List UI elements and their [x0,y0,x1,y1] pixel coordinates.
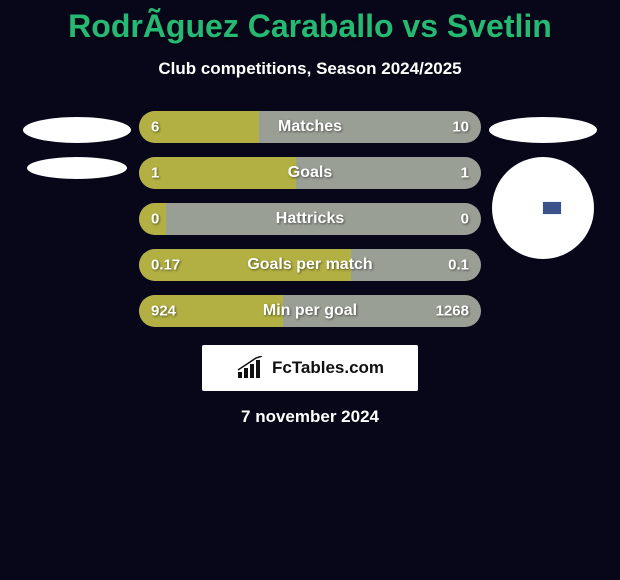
stat-label: Matches [278,118,342,136]
player-right-avatar [492,157,594,259]
stat-bars: 6 10 Matches 1 1 Goals 0 0 Hattricks 0.17 0.1 Goals… [137,111,483,327]
stat-bar: 0.17 0.1 Goals per match [139,249,481,281]
flag-icon [542,201,562,215]
source-logo-text: FcTables.com [272,358,384,378]
player-left-col [17,111,137,327]
player-right-col [483,111,603,327]
stat-value-right: 1 [461,165,469,182]
stat-label: Hattricks [276,210,344,228]
source-logo: FcTables.com [202,345,418,391]
stat-value-right: 10 [452,119,469,136]
stat-value-right: 1268 [436,303,469,320]
player-left-placeholder-2 [27,157,127,179]
comparison-infographic: RodrÃ­guez Caraballo vs Svetlin Club com… [0,0,620,580]
content-row: 6 10 Matches 1 1 Goals 0 0 Hattricks 0.17 0.1 Goals… [0,111,620,327]
player-right-placeholder-1 [489,117,597,143]
stat-bar: 0 0 Hattricks [139,203,481,235]
stat-value-left: 0 [151,211,159,228]
stat-value-left: 924 [151,303,176,320]
player-left-placeholder-1 [23,117,131,143]
stat-label: Goals per match [247,256,372,274]
date-line: 7 november 2024 [0,407,620,427]
fctables-icon [236,356,266,380]
stat-value-left: 1 [151,165,159,182]
stat-bar: 924 1268 Min per goal [139,295,481,327]
stat-label: Goals [288,164,332,182]
stat-label: Min per goal [263,302,357,320]
stat-bar: 1 1 Goals [139,157,481,189]
stat-value-right: 0 [461,211,469,228]
stat-bar: 6 10 Matches [139,111,481,143]
subtitle: Club competitions, Season 2024/2025 [0,59,620,79]
page-title: RodrÃ­guez Caraballo vs Svetlin [0,0,620,45]
stat-value-left: 0.17 [151,257,180,274]
stat-value-left: 6 [151,119,159,136]
stat-value-right: 0.1 [448,257,469,274]
stat-bar-left-fill [139,157,296,189]
